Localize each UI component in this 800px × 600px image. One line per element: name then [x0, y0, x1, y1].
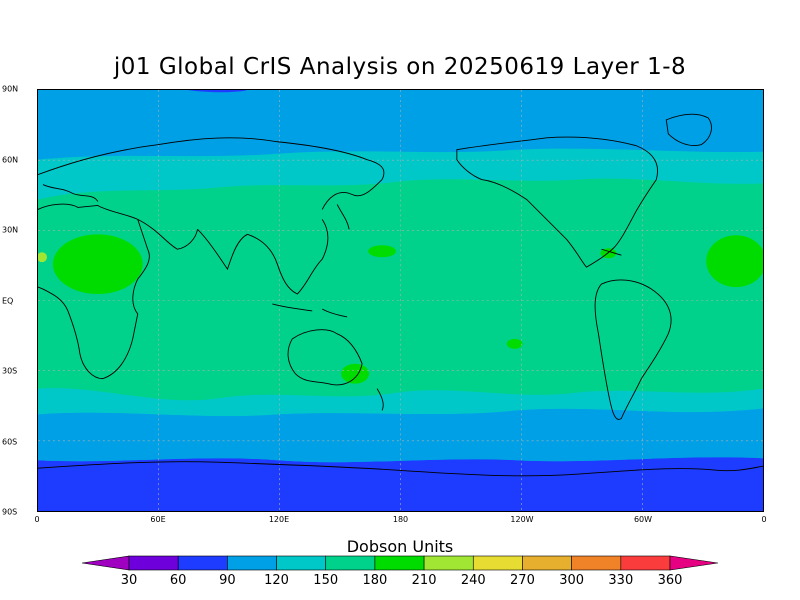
colorbar-swatch — [177, 555, 228, 571]
field-high-lime — [38, 252, 47, 263]
colorbar-swatch — [325, 555, 376, 571]
colorbar-level-label: 150 — [313, 573, 339, 588]
coast-china — [247, 219, 329, 295]
colorbar-level-label: 180 — [362, 573, 388, 588]
field-high-atlantic — [706, 235, 763, 288]
coast-europe — [42, 184, 99, 202]
colorbar-level-label: 210 — [411, 573, 437, 588]
lat-label-90s: 90S — [2, 507, 18, 517]
colorbar — [81, 555, 719, 571]
colorbar-level-label: 360 — [657, 573, 683, 588]
field-high-pacific — [368, 245, 397, 258]
ozone-map — [37, 89, 764, 512]
coast-caribbean — [601, 248, 622, 256]
colorbar-swatch — [128, 555, 179, 571]
lat-label-eq: EQ — [2, 296, 14, 305]
lat-label-60s: 60S — [2, 437, 18, 446]
colorbar-swatch — [571, 555, 622, 571]
colorbar-swatch — [423, 555, 474, 571]
graticule — [38, 90, 763, 511]
coast-australia — [287, 329, 363, 386]
field-band-north — [187, 90, 248, 93]
lat-label-90n: 90N — [2, 84, 19, 94]
lat-label-30n: 30N — [2, 225, 19, 235]
lon-label-180: 180 — [392, 515, 409, 524]
colorbar-title: Dobson Units — [346, 537, 454, 556]
coast-south-america — [594, 279, 672, 420]
coast-japan — [336, 204, 350, 230]
colorbar-swatch — [522, 555, 572, 571]
lat-label-30s: 30S — [2, 366, 18, 376]
lon-label-60w: 60W — [633, 515, 653, 524]
coast-arabia — [137, 218, 198, 250]
coast-north-america — [456, 136, 658, 268]
coast-africa — [38, 203, 150, 380]
lon-label-120w: 120W — [510, 515, 534, 524]
colorbar-level-label: 90 — [219, 573, 236, 588]
colorbar-swatch — [374, 555, 425, 571]
coast-eurasia-north — [38, 137, 385, 180]
coast-india — [197, 229, 248, 271]
colorbar-swatch — [227, 555, 277, 571]
colorbar-swatch — [472, 555, 523, 571]
field-high-aus — [341, 363, 370, 384]
colorbar-level-label: 60 — [169, 573, 187, 588]
colorbar-max-arrow — [669, 555, 719, 571]
colorbar-min-arrow — [81, 555, 130, 571]
ozone-field — [38, 90, 763, 511]
lon-label-0: 0 — [34, 515, 40, 524]
lon-label-0-end: 0 — [761, 515, 767, 524]
lat-label-60n: 60N — [2, 155, 19, 164]
field-high-africa — [52, 234, 143, 295]
colorbar-level-label: 270 — [510, 573, 535, 588]
colorbar-level-label: 240 — [460, 573, 486, 588]
colorbar-swatch — [620, 555, 671, 571]
colorbar-level-label: 330 — [608, 573, 634, 588]
coastlines — [38, 113, 763, 477]
coast-greenland — [665, 113, 712, 146]
coast-antarctica — [38, 461, 763, 477]
map-title: j01 Global CrIS Analysis on 20250619 Lay… — [113, 54, 687, 80]
coast-fareast — [321, 179, 383, 210]
colorbar-swatch — [276, 555, 327, 571]
field-high-southpac — [506, 338, 523, 349]
colorbar-level-label: 30 — [120, 573, 138, 588]
colorbar-level-label: 300 — [559, 573, 585, 588]
lon-label-120e: 120E — [268, 515, 290, 524]
coast-indonesia — [272, 303, 348, 318]
colorbar-level-label: 120 — [264, 573, 289, 588]
lon-label-60e: 60E — [150, 515, 166, 524]
coast-nz — [376, 388, 384, 411]
